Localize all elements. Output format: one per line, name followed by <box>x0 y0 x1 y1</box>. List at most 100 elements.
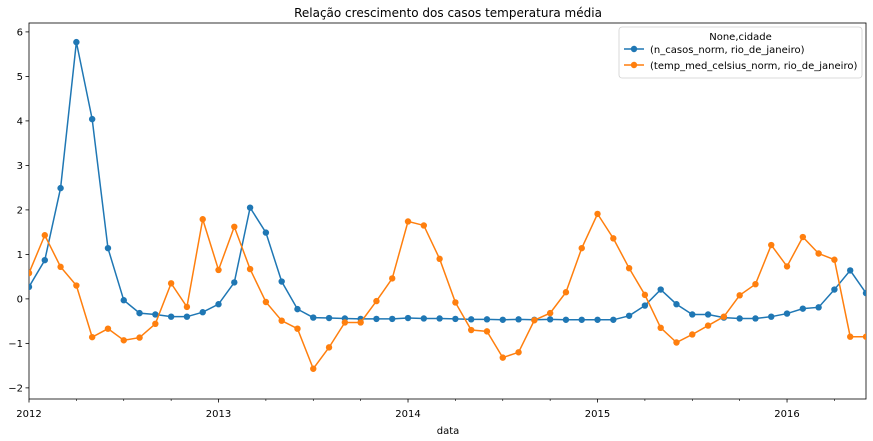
series-1-point <box>88 333 96 341</box>
series-0-point <box>610 316 617 323</box>
y-tick-label: 1 <box>17 250 23 261</box>
series-1-point <box>325 344 333 351</box>
series-0-point <box>467 316 475 323</box>
legend-marker-0 <box>630 45 638 53</box>
series-1-point <box>862 333 866 340</box>
series-1-point <box>704 322 712 329</box>
series-0-point <box>752 315 759 322</box>
legend-entry-0: (n_casos_norm, rio_de_janeiro) <box>650 45 805 56</box>
series-1-point <box>231 223 238 230</box>
series-1-point <box>452 299 459 306</box>
chart-title: Relação crescimento dos casos temperatur… <box>294 6 602 20</box>
legend-title: None,cidade <box>709 32 772 43</box>
series-1-point <box>215 266 222 274</box>
x-tick-label: 2014 <box>395 409 420 420</box>
series-1-point <box>420 222 428 229</box>
series-0-point <box>546 316 554 323</box>
legend-entry-1: (temp_med_celsius_norm, rio_de_janeiro) <box>650 61 857 72</box>
y-tick-label: 5 <box>17 72 23 83</box>
series-1-point <box>246 265 254 273</box>
series-0-point <box>673 301 680 308</box>
legend-box <box>618 26 863 79</box>
series-1-point <box>483 328 491 335</box>
series-0-point <box>499 316 506 323</box>
series-0-point <box>483 316 491 323</box>
series-1-point <box>73 282 80 289</box>
series-1-point <box>768 241 775 249</box>
series-0-point <box>325 314 333 322</box>
series-1-point <box>546 309 554 317</box>
series-0-point <box>436 315 443 322</box>
series-1-point <box>499 354 506 361</box>
series-0-point <box>594 316 601 323</box>
series-0-point <box>562 316 570 323</box>
series-1-point <box>278 317 285 324</box>
series-line-0 <box>29 41 866 321</box>
series-0-point <box>657 286 664 293</box>
series-0-point <box>625 312 633 319</box>
series-0-point <box>215 301 222 308</box>
series-group <box>29 38 866 372</box>
series-1-point <box>610 235 617 242</box>
y-tick-label: 6 <box>17 27 23 38</box>
series-0-point <box>831 286 838 293</box>
series-1-point <box>515 349 522 356</box>
series-0-point <box>420 315 428 322</box>
series-1-point <box>783 263 791 270</box>
series-0-point <box>152 311 159 318</box>
series-1-point <box>736 292 743 299</box>
series-1-point <box>136 334 143 341</box>
series-1-point <box>689 331 696 338</box>
series-1-point <box>531 317 538 324</box>
series-0-point <box>199 309 206 316</box>
series-1-point <box>167 280 175 287</box>
series-0-point <box>736 315 743 322</box>
series-1-point <box>199 216 206 223</box>
series-0-point <box>783 310 791 317</box>
series-0-point <box>41 256 48 264</box>
series-1-point <box>562 289 570 296</box>
series-1-point <box>104 325 112 332</box>
x-tick-label: 2013 <box>206 409 231 420</box>
series-0-point <box>278 278 285 285</box>
series-1-point <box>152 320 159 327</box>
series-1-point <box>436 255 443 263</box>
series-1-point <box>262 298 270 306</box>
series-1-point <box>641 291 649 299</box>
series-1-point <box>578 244 585 252</box>
series-0-point <box>88 115 96 123</box>
series-1-point <box>847 333 854 340</box>
series-0-point <box>815 304 822 311</box>
series-0-point <box>262 229 270 236</box>
series-1-point <box>831 256 838 263</box>
series-0-point <box>373 315 380 323</box>
plot-frame <box>28 22 867 400</box>
y-tick-label: −2 <box>8 383 23 394</box>
series-0-point <box>452 315 459 323</box>
series-1-point <box>57 263 64 271</box>
series-0-point <box>578 316 585 323</box>
series-0-point <box>57 184 64 192</box>
series-1-point <box>373 297 380 305</box>
series-0-point <box>120 297 127 304</box>
series-0-point <box>29 283 33 291</box>
series-1-point <box>594 210 601 218</box>
series-1-point <box>657 324 664 332</box>
series-0-point <box>641 302 649 309</box>
series-1-point <box>720 313 728 320</box>
series-1-point <box>357 319 364 326</box>
series-0-point <box>104 244 112 252</box>
y-tick-label: 0 <box>17 294 23 305</box>
series-1-point <box>183 303 191 311</box>
series-0-point <box>183 313 191 320</box>
y-tick-label: 3 <box>17 161 23 172</box>
series-0-point <box>704 311 712 318</box>
series-1-point <box>294 325 301 332</box>
series-1-point <box>29 269 33 277</box>
series-line-1 <box>29 212 866 371</box>
series-1-point <box>625 264 633 272</box>
series-0-point <box>246 204 254 211</box>
series-1-point <box>799 233 807 241</box>
series-1-point <box>467 326 475 334</box>
series-1-point <box>389 275 396 282</box>
